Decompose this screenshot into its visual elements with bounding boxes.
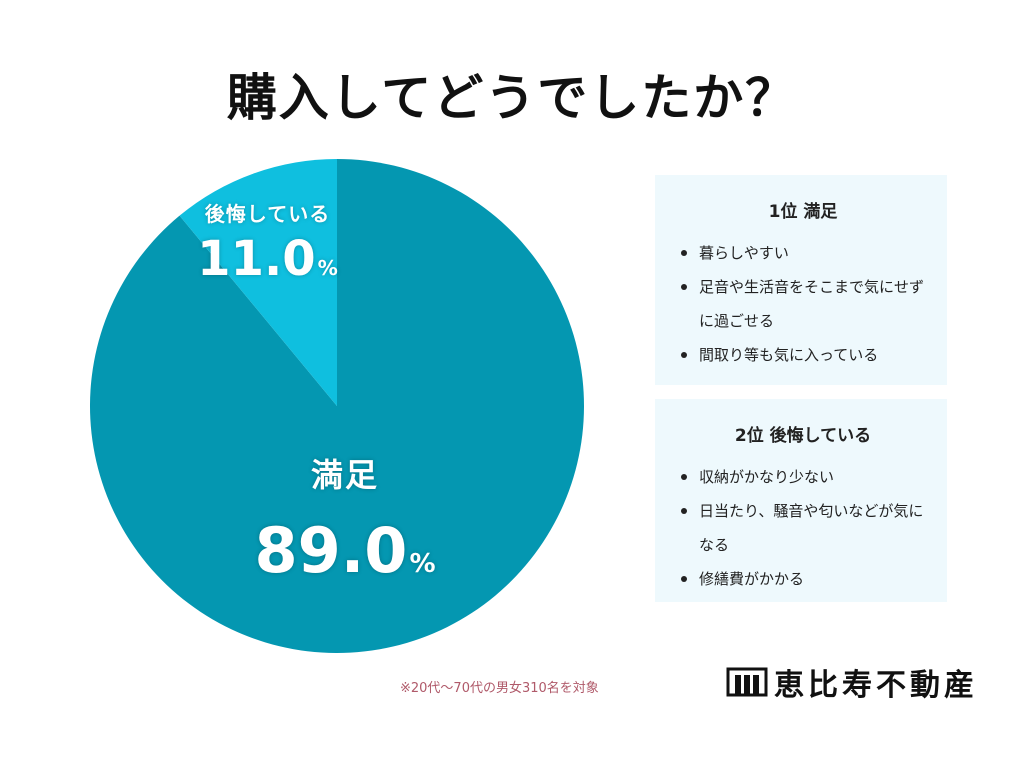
reason-list: 収納がかなり少ない 日当たり、騒音や匂いなどが気になる 修繕費がかかる	[673, 460, 933, 596]
chart-title: 購入してどうでしたか？	[226, 69, 798, 127]
reason-item: 修繕費がかかる	[673, 562, 933, 596]
building-logo-icon	[726, 667, 768, 697]
regret-slice-label: 後悔している 11.0%	[190, 198, 345, 287]
satisfied-label-value-wrap: 89.0%	[230, 514, 460, 587]
satisfied-percent-sign: %	[409, 549, 436, 579]
reasons-panel-satisfied: 1位 満足 暮らしやすい 足音や生活音をそこまで気にせずに過ごせる 間取り等も気…	[655, 175, 947, 385]
satisfied-label-name: 満足	[310, 456, 379, 494]
regret-label-value: 11.0	[197, 231, 316, 287]
reason-item: 暮らしやすい	[673, 236, 933, 270]
reason-item: 日当たり、騒音や匂いなどが気になる	[673, 494, 933, 562]
regret-percent-sign: %	[317, 256, 338, 280]
reason-list: 暮らしやすい 足音や生活音をそこまで気にせずに過ごせる 間取り等も気に入っている	[673, 236, 933, 372]
panel-title: 2位 後悔している	[734, 426, 872, 446]
satisfied-label-value: 89.0	[254, 514, 408, 587]
regret-label-value-wrap: 11.0%	[190, 231, 345, 287]
reason-item: 間取り等も気に入っている	[673, 338, 933, 372]
pie-slice	[179, 159, 337, 406]
survey-note: ※20代〜70代の男女310名を対象	[400, 681, 599, 696]
logo-text: 恵比寿不動産	[774, 668, 978, 703]
panel-title: 1位 満足	[768, 202, 838, 222]
reasons-panel-regret: 2位 後悔している 収納がかなり少ない 日当たり、騒音や匂いなどが気になる 修繕…	[655, 399, 947, 602]
regret-label-name: 後悔している	[204, 202, 331, 226]
reason-item: 収納がかなり少ない	[673, 460, 933, 494]
satisfied-slice-label: 満足 89.0%	[230, 450, 460, 587]
reason-item: 足音や生活音をそこまで気にせずに過ごせる	[673, 270, 933, 338]
company-logo: 恵比寿不動産	[726, 660, 978, 704]
